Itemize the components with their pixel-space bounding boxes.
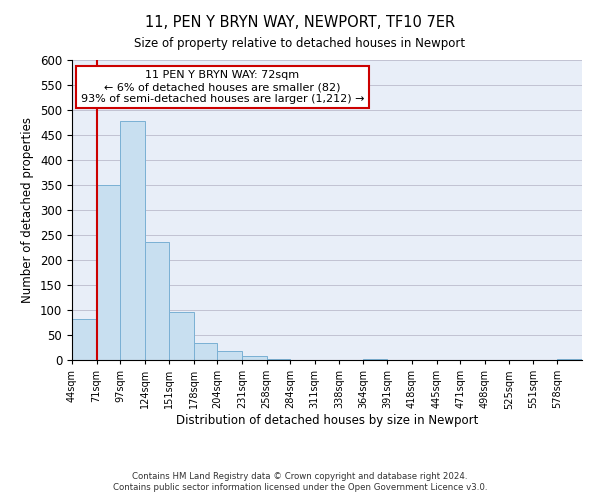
Bar — [97, 185, 120, 360]
Bar — [194, 342, 217, 360]
Bar — [217, 351, 242, 360]
Text: Size of property relative to detached houses in Newport: Size of property relative to detached ho… — [134, 38, 466, 51]
Bar — [266, 359, 290, 360]
Bar — [363, 359, 388, 360]
Y-axis label: Number of detached properties: Number of detached properties — [22, 117, 34, 303]
X-axis label: Distribution of detached houses by size in Newport: Distribution of detached houses by size … — [176, 414, 478, 427]
Bar — [145, 242, 169, 360]
Bar — [557, 359, 582, 360]
Text: 11 PEN Y BRYN WAY: 72sqm
← 6% of detached houses are smaller (82)
93% of semi-de: 11 PEN Y BRYN WAY: 72sqm ← 6% of detache… — [80, 70, 364, 104]
Bar — [120, 121, 145, 360]
Bar — [72, 319, 97, 360]
Text: 11, PEN Y BRYN WAY, NEWPORT, TF10 7ER: 11, PEN Y BRYN WAY, NEWPORT, TF10 7ER — [145, 15, 455, 30]
Text: Contains HM Land Registry data © Crown copyright and database right 2024.
Contai: Contains HM Land Registry data © Crown c… — [113, 472, 487, 492]
Bar — [242, 356, 266, 360]
Bar — [169, 312, 194, 360]
